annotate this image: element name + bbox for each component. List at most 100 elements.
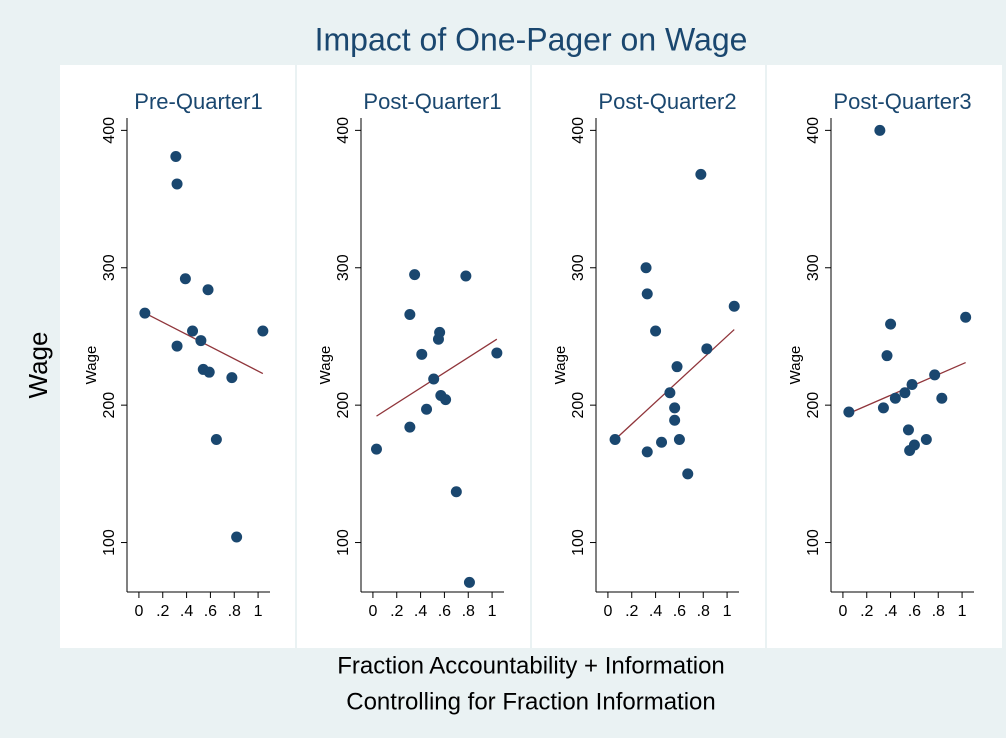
x-tick-label: 0 <box>368 603 377 620</box>
y-tick-label: 200 <box>101 392 118 419</box>
point <box>409 269 421 281</box>
point <box>179 273 191 285</box>
point <box>202 284 214 296</box>
point <box>170 150 182 162</box>
point <box>641 288 653 300</box>
panel-title: Post-Quarter1 <box>363 89 501 114</box>
x-tick-label: 1 <box>723 603 732 620</box>
y-tick-label: 300 <box>101 254 118 281</box>
point <box>640 262 652 274</box>
point <box>936 392 948 404</box>
point <box>889 392 901 404</box>
x-tick-label: 1 <box>488 603 497 620</box>
point <box>701 343 713 355</box>
chart-title: Impact of One-Pager on Wage <box>315 21 748 57</box>
x-axis-title: Controlling for Fraction Information <box>346 688 716 715</box>
y-tick-label: 100 <box>101 529 118 556</box>
y-tick-label: 300 <box>335 254 352 281</box>
x-tick-label: .8 <box>228 603 241 620</box>
y-tick-label: 400 <box>570 117 587 144</box>
point <box>664 387 676 399</box>
x-tick-label: 0 <box>838 603 847 620</box>
point <box>491 347 503 359</box>
point <box>450 486 462 498</box>
point <box>460 270 472 282</box>
y-tick-label: 100 <box>335 529 352 556</box>
point <box>440 394 452 406</box>
point <box>187 325 199 337</box>
x-tick-label: 1 <box>254 603 263 620</box>
panel-title: Post-Quarter3 <box>833 89 971 114</box>
y-axis-title: Wage <box>23 332 53 399</box>
point <box>929 369 941 381</box>
point <box>139 307 151 319</box>
y-tick-label: 300 <box>805 254 822 281</box>
fit-line <box>614 329 735 440</box>
y-tick-label: 200 <box>805 392 822 419</box>
x-tick-label: .6 <box>673 603 686 620</box>
point <box>463 576 475 588</box>
y-tick-label: 300 <box>570 254 587 281</box>
panel-title: Post-Quarter2 <box>598 89 736 114</box>
point <box>404 421 416 433</box>
point <box>877 402 889 414</box>
point <box>885 318 897 330</box>
panel-y-label: Wage <box>83 346 100 385</box>
panel-background <box>532 65 765 648</box>
point <box>673 433 685 445</box>
x-tick-label: .4 <box>180 603 193 620</box>
x-tick-label: .2 <box>860 603 873 620</box>
point <box>404 308 416 320</box>
point <box>695 168 707 180</box>
panel-y-label: Wage <box>317 346 334 385</box>
y-tick-label: 400 <box>101 117 118 144</box>
point <box>728 300 740 312</box>
y-tick-label: 100 <box>805 529 822 556</box>
x-tick-label: .6 <box>908 603 921 620</box>
point <box>874 124 886 136</box>
point <box>671 361 683 373</box>
point <box>203 366 215 378</box>
point <box>257 325 269 337</box>
point <box>428 373 440 385</box>
x-tick-label: .2 <box>156 603 169 620</box>
x-tick-label: .8 <box>697 603 710 620</box>
point <box>656 436 668 448</box>
point <box>434 326 446 338</box>
x-tick-label: .2 <box>625 603 638 620</box>
point <box>960 311 972 323</box>
x-tick-label: .4 <box>884 603 897 620</box>
panel-y-label: Wage <box>552 346 569 385</box>
x-tick-label: 0 <box>603 603 612 620</box>
point <box>669 402 681 414</box>
point <box>421 403 433 415</box>
point <box>881 350 893 362</box>
point <box>843 406 855 418</box>
point <box>171 340 183 352</box>
point <box>210 433 222 445</box>
x-tick-label: .4 <box>649 603 662 620</box>
panel-background <box>60 65 295 648</box>
y-tick-label: 400 <box>805 117 822 144</box>
x-tick-label: .8 <box>932 603 945 620</box>
x-axis-title: Fraction Accountability + Information <box>337 652 725 679</box>
panel-title: Pre-Quarter1 <box>134 89 262 114</box>
point <box>682 468 694 480</box>
point <box>370 443 382 455</box>
x-tick-label: 1 <box>958 603 967 620</box>
point <box>906 379 918 391</box>
point <box>920 433 932 445</box>
y-tick-label: 200 <box>335 392 352 419</box>
point <box>195 335 207 347</box>
point <box>171 178 183 190</box>
x-tick-label: 0 <box>134 603 143 620</box>
panel-background <box>297 65 530 648</box>
panel-y-label: Wage <box>787 346 804 385</box>
x-tick-label: .4 <box>414 603 427 620</box>
point <box>416 348 428 360</box>
point <box>902 424 914 436</box>
point <box>609 433 621 445</box>
x-tick-label: .6 <box>204 603 217 620</box>
